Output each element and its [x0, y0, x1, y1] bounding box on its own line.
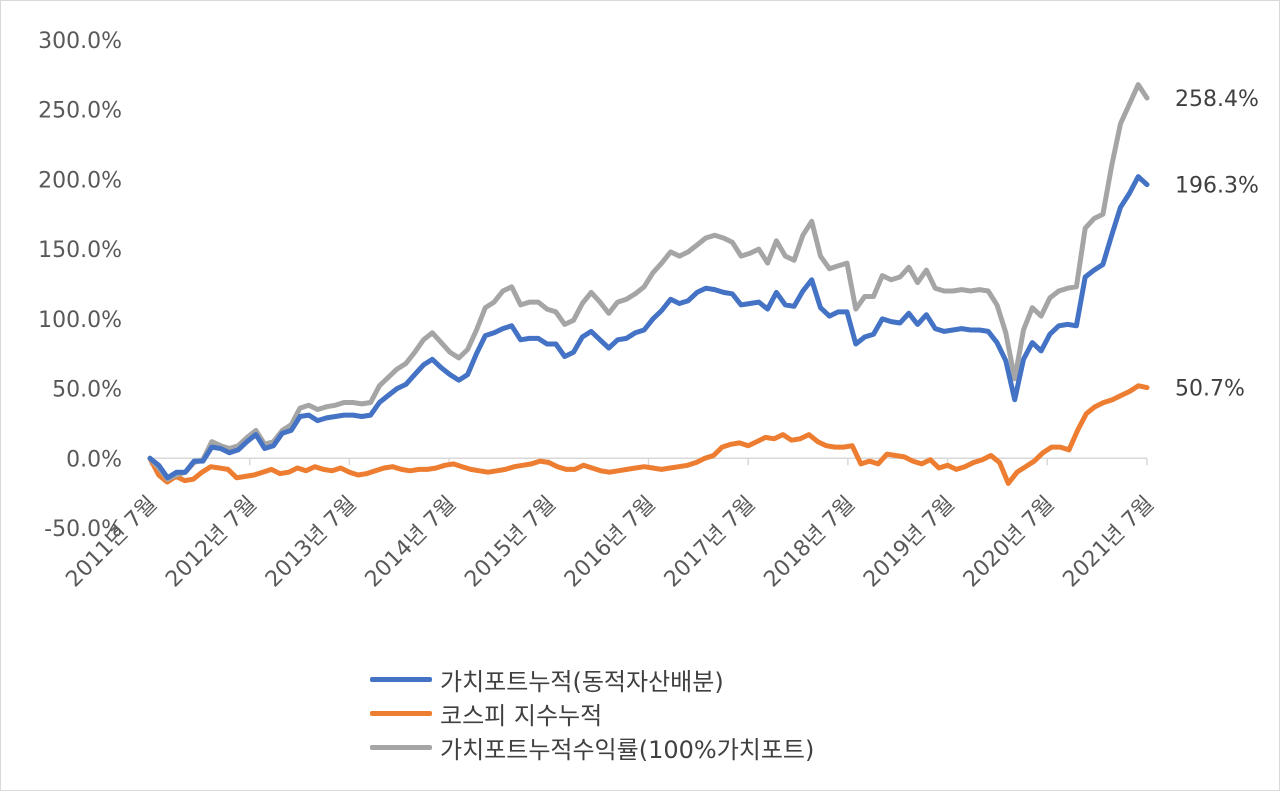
legend-swatch [370, 744, 432, 750]
series-line-2 [147, 82, 1150, 482]
legend-item-orange: 코스피 지수누적 [370, 696, 814, 730]
y-tick-label: 150.0% [38, 238, 122, 263]
y-tick-label: 250.0% [38, 99, 122, 124]
legend-swatch [370, 710, 432, 716]
y-tick-label: -50.0% [44, 517, 122, 542]
legend-swatch [370, 676, 432, 682]
y-tick-label: 50.0% [52, 378, 122, 403]
y-tick-label: 0.0% [66, 447, 122, 472]
end-labels: 196.3% 50.7% 258.4% [1175, 87, 1259, 402]
legend-label: 가치포트누적(동적자산배분) [440, 667, 724, 696]
y-tick-label: 300.0% [38, 29, 122, 54]
series-layer [147, 82, 1150, 486]
legend-label: 코스피 지수누적 [440, 701, 603, 730]
end-label: 196.3% [1175, 174, 1259, 199]
end-label: 258.4% [1175, 87, 1259, 112]
legend-item-gray: 가치포트누적수익률(100%가치포트) [370, 730, 814, 764]
end-label: 50.7% [1175, 377, 1245, 402]
series-line-0 [147, 174, 1150, 481]
legend-item-blue: 가치포트누적(동적자산배분) [370, 662, 814, 696]
y-tick-label: 200.0% [38, 168, 122, 193]
legend: 가치포트누적(동적자산배분) 코스피 지수누적 가치포트누적수익률(100%가치… [370, 662, 814, 764]
y-tick-label: 100.0% [38, 308, 122, 333]
legend-label: 가치포트누적수익률(100%가치포트) [440, 735, 815, 764]
y-axis: 300.0% 250.0% 200.0% 150.0% 100.0% 50.0% 0.0% -… [38, 29, 122, 542]
series-line-1 [147, 383, 1150, 486]
